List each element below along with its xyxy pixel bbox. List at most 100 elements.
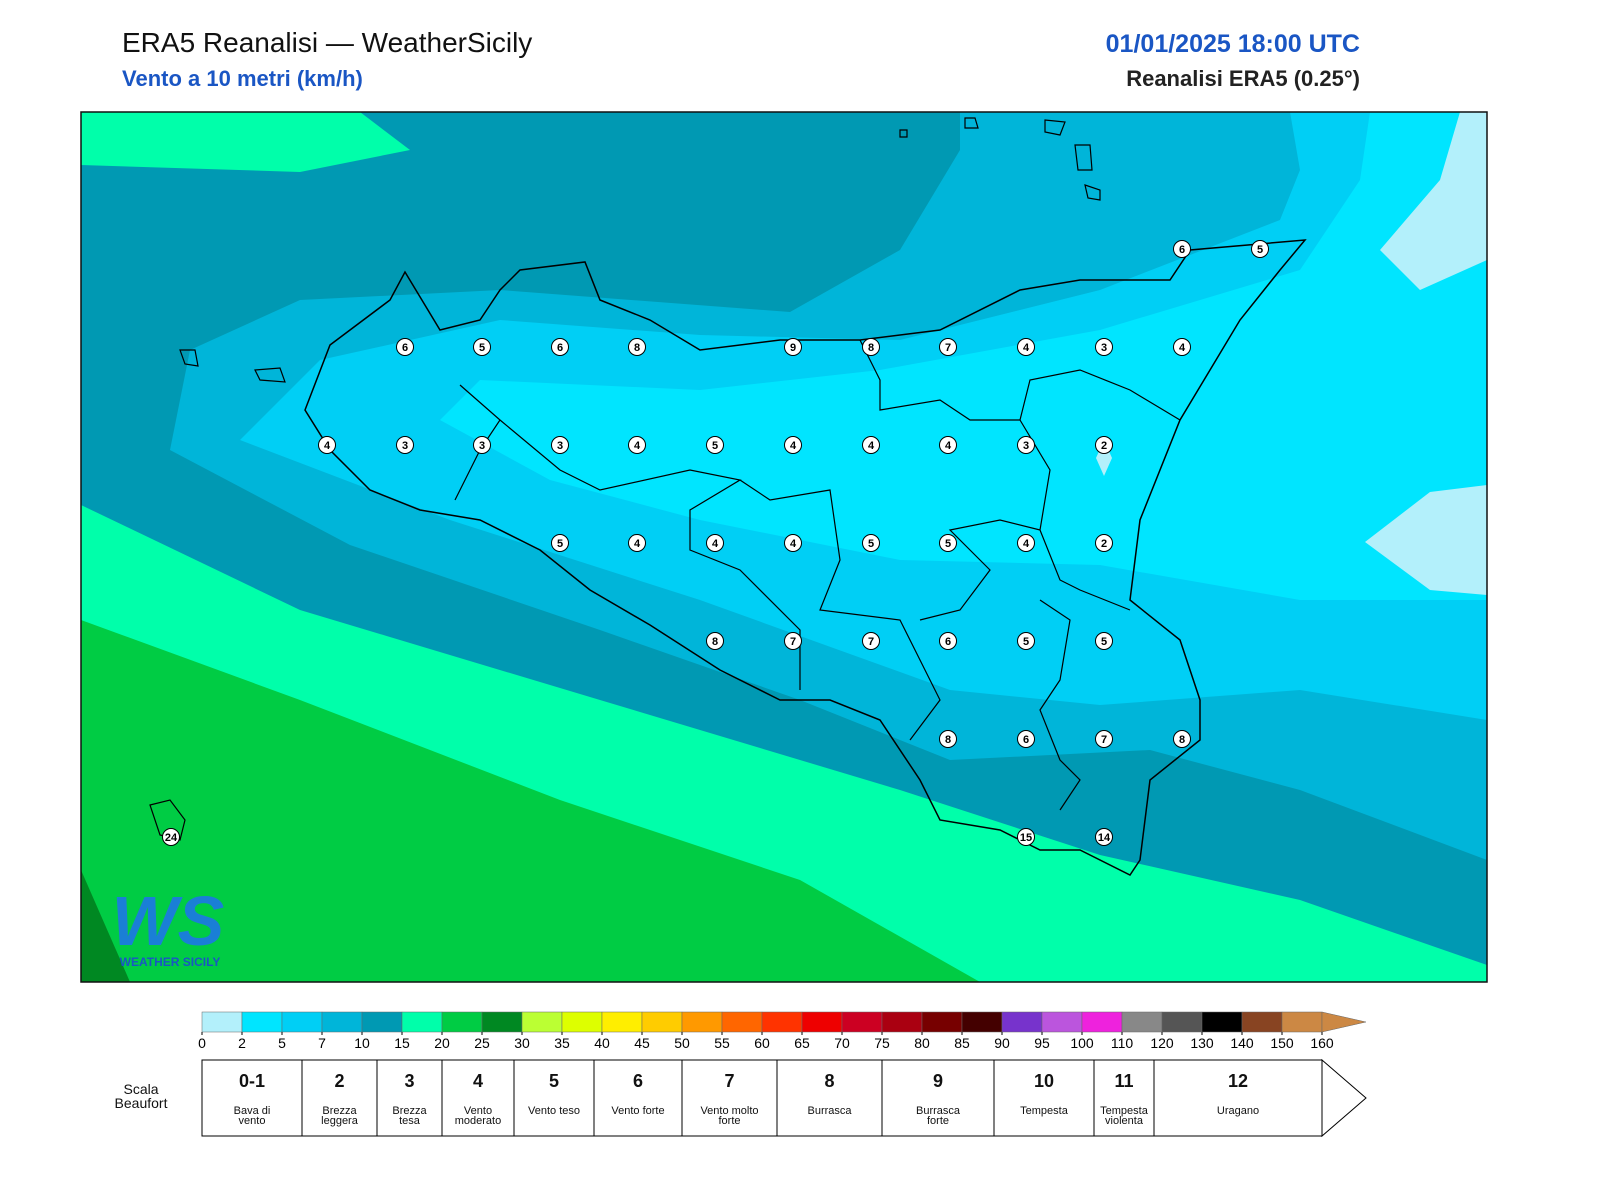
point-label: 5 [712,440,718,452]
point-marker [706,632,724,650]
colorbar-tick-label: 60 [754,1035,770,1051]
point-marker [706,534,724,552]
colorbar-segment [801,1011,843,1033]
point-marker [939,534,957,552]
logo-mark: WS [112,882,225,960]
point-marker [1017,632,1035,650]
point-marker [1017,730,1035,748]
band [81,620,980,982]
point-label: 8 [1179,734,1185,746]
colorbar-tick-label: 30 [514,1035,530,1051]
colorbar-segment [1241,1011,1283,1033]
colorbar-segment [881,1011,923,1033]
colorbar-segment [401,1011,443,1033]
point-marker [1017,436,1035,454]
point-label: 5 [945,538,951,550]
beaufort-number: 8 [824,1071,835,1091]
colorbar-segment [1201,1011,1243,1033]
colorbar-segment [841,1011,883,1033]
colorbar-tick-label: 130 [1190,1035,1214,1051]
point-label: 7 [868,636,874,648]
point-marker [628,534,646,552]
point-label: 5 [1023,636,1029,648]
colorbar-segment [481,1011,523,1033]
point-label: 5 [557,538,563,550]
point-label: 8 [634,342,640,354]
colorbar-segment [721,1011,763,1033]
point-label: 8 [945,734,951,746]
beaufort-box [201,1059,1323,1137]
colorbar-tick-label: 75 [874,1035,890,1051]
point-marker [862,338,880,356]
point-label: 4 [1179,342,1186,354]
band [81,112,410,172]
point-label: 6 [402,342,408,354]
point-label: 7 [945,342,951,354]
colorbar-tick-label: 90 [994,1035,1010,1051]
colorbar-tick-label: 70 [834,1035,850,1051]
point-label: 4 [790,538,797,550]
map [81,112,1487,982]
point-label: 8 [712,636,718,648]
colorbar-tick-label: 65 [794,1035,810,1051]
beaufort-number: 6 [632,1071,643,1091]
beaufort-description: Vento molto forte [700,1105,759,1127]
point-label: 4 [790,440,797,452]
point-label: 4 [1023,342,1030,354]
point-marker [1251,240,1269,258]
point-marker [1095,338,1113,356]
colorbar-segment [441,1011,483,1033]
point-marker [162,828,180,846]
beaufort-description: Tempesta violenta [1100,1105,1148,1127]
point-marker [784,534,802,552]
point-marker [628,436,646,454]
band [1365,485,1487,595]
point-marker [939,730,957,748]
point-marker [396,338,414,356]
point-marker [1095,632,1113,650]
beaufort-label: Scala Beaufort [114,1081,168,1111]
beaufort-description: Burrasca [807,1105,852,1117]
point-label: 4 [1023,538,1030,550]
source: Reanalisi ERA5 (0.25°) [1126,66,1360,91]
point-marker [1017,338,1035,356]
colorbar-segment [201,1011,243,1033]
colorbar-segment [521,1011,563,1033]
point-label: 5 [479,342,485,354]
beaufort-description: Brezza leggera [321,1105,358,1127]
beaufort-number: 10 [1033,1071,1055,1091]
point-marker [1173,240,1191,258]
colorbar-tick-label: 55 [714,1035,730,1051]
point-marker [784,338,802,356]
colorbar-tick-label: 120 [1150,1035,1174,1051]
colorbar-segment [321,1011,363,1033]
beaufort-description: Vento forte [611,1105,665,1117]
beaufort-number: 2 [334,1071,345,1091]
point-marker [628,338,646,356]
colorbar-segment [1001,1011,1043,1033]
colorbar-segment [961,1011,1003,1033]
point-marker [1017,534,1035,552]
point-label: 7 [1101,734,1107,746]
beaufort-description: Burrasca forte [915,1105,961,1127]
colorbar-tick-label: 110 [1111,1035,1134,1051]
colorbar-segment [761,1011,803,1033]
point-label: 3 [402,440,408,452]
point-marker [1095,730,1113,748]
colorbar-tick-label: 2 [238,1035,246,1051]
point-marker [551,338,569,356]
beaufort-description: Vento teso [528,1105,580,1117]
logo-name: WEATHER SICILY [120,955,221,969]
colorbar-arrow [1321,1011,1367,1033]
point-label: 3 [1101,342,1107,354]
point-marker [1173,338,1191,356]
colorbar-tick-label: 25 [474,1035,490,1051]
point-marker [862,632,880,650]
point-marker [939,436,957,454]
point-label: 4 [712,538,719,550]
point-label: 3 [479,440,485,452]
point-label: 4 [945,440,952,452]
point-marker [784,436,802,454]
point-label: 24 [165,832,178,844]
